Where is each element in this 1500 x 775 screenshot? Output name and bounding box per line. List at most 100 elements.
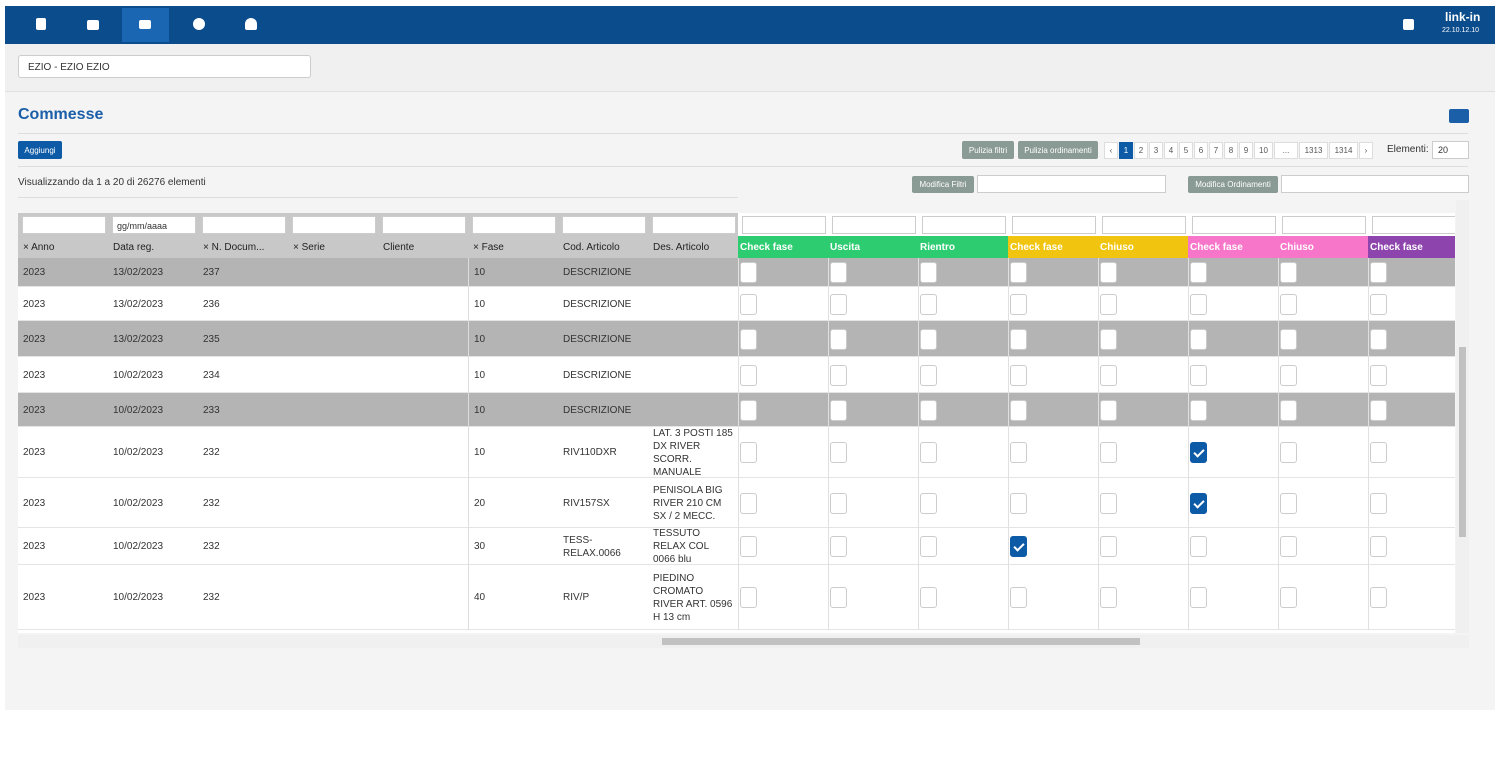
checkbox[interactable] bbox=[1280, 492, 1297, 514]
checkbox[interactable] bbox=[740, 399, 757, 421]
filter-input[interactable] bbox=[742, 216, 826, 234]
checkbox[interactable] bbox=[1280, 442, 1297, 463]
checkbox[interactable] bbox=[1010, 587, 1027, 608]
filter-input[interactable] bbox=[382, 216, 466, 234]
filter-input[interactable] bbox=[202, 216, 286, 234]
page-link[interactable]: 2 bbox=[1134, 142, 1148, 159]
checkbox[interactable] bbox=[1010, 492, 1027, 514]
filters-select[interactable] bbox=[977, 175, 1166, 193]
filter-input[interactable] bbox=[22, 216, 106, 234]
checkbox[interactable] bbox=[1190, 587, 1207, 608]
checkbox[interactable] bbox=[830, 442, 847, 463]
checkbox[interactable] bbox=[1100, 262, 1117, 283]
checkbox[interactable] bbox=[1100, 536, 1117, 557]
checkbox[interactable] bbox=[1100, 587, 1117, 608]
v-scroll-thumb[interactable] bbox=[1459, 347, 1466, 537]
checkbox[interactable] bbox=[1280, 293, 1297, 315]
logout-icon[interactable] bbox=[1403, 19, 1414, 30]
checkbox[interactable] bbox=[1370, 587, 1387, 608]
doc-icon[interactable] bbox=[36, 18, 46, 30]
checkbox[interactable] bbox=[1190, 536, 1207, 557]
checkbox[interactable] bbox=[1190, 492, 1207, 514]
checkbox[interactable] bbox=[740, 587, 757, 608]
checkbox[interactable] bbox=[1100, 364, 1117, 386]
page-link[interactable]: 3 bbox=[1149, 142, 1163, 159]
checkbox[interactable] bbox=[740, 364, 757, 386]
page-link[interactable]: › bbox=[1359, 142, 1373, 159]
checkbox[interactable] bbox=[1190, 442, 1207, 463]
page-link[interactable]: ... bbox=[1274, 142, 1298, 159]
checkbox[interactable] bbox=[740, 492, 757, 514]
add-button[interactable]: Aggiungi bbox=[18, 141, 62, 159]
checkbox[interactable] bbox=[920, 328, 937, 350]
sorts-select[interactable] bbox=[1281, 175, 1469, 193]
company-select[interactable]: EZIO - EZIO EZIO bbox=[18, 55, 311, 78]
page-link[interactable]: 7 bbox=[1209, 142, 1223, 159]
checkbox[interactable] bbox=[920, 492, 937, 514]
checkbox[interactable] bbox=[830, 328, 847, 350]
checkbox[interactable] bbox=[1280, 399, 1297, 421]
checkbox[interactable] bbox=[1190, 262, 1207, 283]
checkbox[interactable] bbox=[1370, 328, 1387, 350]
v-scrollbar[interactable] bbox=[1456, 200, 1469, 633]
h-scroll-thumb[interactable] bbox=[662, 638, 1140, 645]
checkbox[interactable] bbox=[1370, 442, 1387, 463]
filter-input[interactable] bbox=[292, 216, 376, 234]
checkbox[interactable] bbox=[1100, 293, 1117, 315]
filter-input[interactable] bbox=[1102, 216, 1186, 234]
page-link[interactable]: 8 bbox=[1224, 142, 1238, 159]
checkbox[interactable] bbox=[1100, 328, 1117, 350]
checkbox[interactable] bbox=[740, 536, 757, 557]
checkbox[interactable] bbox=[1190, 399, 1207, 421]
checkbox[interactable] bbox=[1370, 492, 1387, 514]
checkbox[interactable] bbox=[1010, 442, 1027, 463]
filter-input[interactable] bbox=[922, 216, 1006, 234]
checkbox[interactable] bbox=[740, 262, 757, 283]
checkbox[interactable] bbox=[1370, 536, 1387, 557]
checkbox[interactable] bbox=[1010, 262, 1027, 283]
checkbox[interactable] bbox=[1190, 328, 1207, 350]
filter-input[interactable] bbox=[1012, 216, 1096, 234]
h-scrollbar[interactable] bbox=[18, 635, 1469, 648]
checkbox[interactable] bbox=[1100, 442, 1117, 463]
checkbox[interactable] bbox=[1100, 492, 1117, 514]
checkbox[interactable] bbox=[830, 492, 847, 514]
checkbox[interactable] bbox=[830, 587, 847, 608]
edit-sorts-button[interactable]: Modifica Ordinamenti bbox=[1188, 176, 1278, 193]
checkbox[interactable] bbox=[920, 364, 937, 386]
checkbox[interactable] bbox=[1190, 364, 1207, 386]
page-link[interactable]: ‹ bbox=[1104, 142, 1118, 159]
checkbox[interactable] bbox=[1370, 364, 1387, 386]
checkbox[interactable] bbox=[1010, 293, 1027, 315]
checkbox[interactable] bbox=[1280, 364, 1297, 386]
checkbox[interactable] bbox=[920, 262, 937, 283]
checkbox[interactable] bbox=[830, 293, 847, 315]
page-link[interactable]: 10 bbox=[1254, 142, 1273, 159]
page-link[interactable]: 1314 bbox=[1329, 142, 1358, 159]
page-link[interactable]: 5 bbox=[1179, 142, 1193, 159]
filter-input[interactable] bbox=[1372, 216, 1455, 234]
factory-icon[interactable] bbox=[87, 20, 99, 30]
checkbox[interactable] bbox=[1280, 536, 1297, 557]
checkbox[interactable] bbox=[830, 262, 847, 283]
checkbox[interactable] bbox=[830, 536, 847, 557]
checkbox[interactable] bbox=[1190, 293, 1207, 315]
checkbox[interactable] bbox=[1010, 328, 1027, 350]
checkbox[interactable] bbox=[1010, 399, 1027, 421]
filter-input[interactable] bbox=[652, 216, 736, 234]
clear-filters-button[interactable]: Pulizia filtri bbox=[962, 141, 1014, 159]
checkbox[interactable] bbox=[920, 536, 937, 557]
clear-sorts-button[interactable]: Pulizia ordinamenti bbox=[1018, 141, 1098, 159]
checkbox[interactable] bbox=[1370, 293, 1387, 315]
checkbox[interactable] bbox=[830, 364, 847, 386]
checkbox[interactable] bbox=[920, 587, 937, 608]
user-icon[interactable] bbox=[245, 18, 257, 30]
checkbox[interactable] bbox=[740, 293, 757, 315]
checkbox[interactable] bbox=[920, 293, 937, 315]
checkbox[interactable] bbox=[1280, 328, 1297, 350]
page-link[interactable]: 6 bbox=[1194, 142, 1208, 159]
page-link[interactable]: 4 bbox=[1164, 142, 1178, 159]
checkbox[interactable] bbox=[1010, 364, 1027, 386]
checkbox[interactable] bbox=[1280, 262, 1297, 283]
page-link[interactable]: 9 bbox=[1239, 142, 1253, 159]
